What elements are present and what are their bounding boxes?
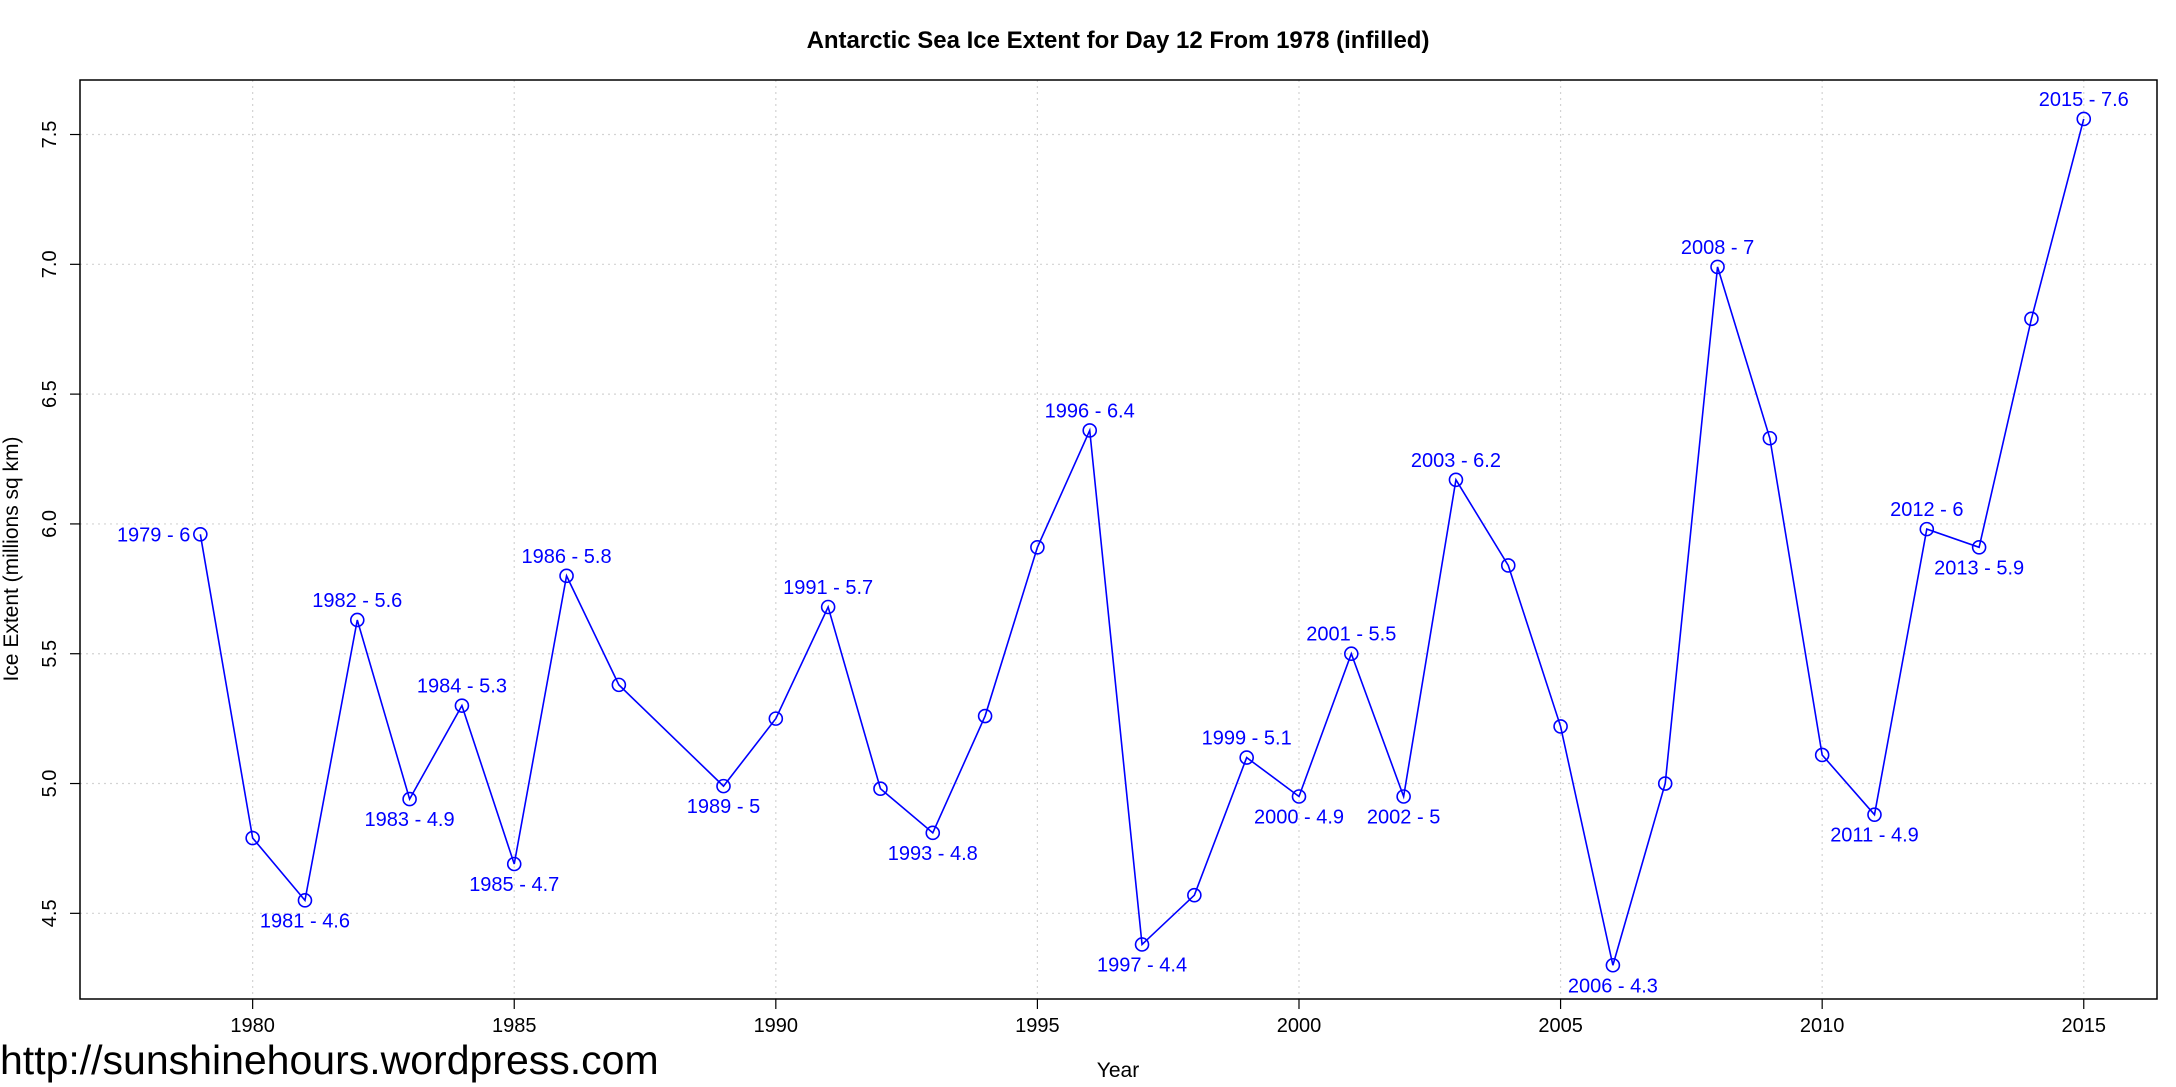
data-point bbox=[1919, 521, 1935, 537]
data-label: 1999 - 5.1 bbox=[1202, 728, 1292, 750]
data-point bbox=[820, 599, 836, 615]
data-point bbox=[559, 568, 574, 584]
data-point bbox=[1867, 807, 1882, 822]
plot-frame bbox=[79, 79, 2158, 1000]
x-tick-label: 1995 bbox=[1015, 1015, 1060, 1037]
data-point bbox=[1605, 957, 1621, 973]
data-label: 2006 - 4.3 bbox=[1568, 975, 1658, 997]
x-tick-label: 1980 bbox=[230, 1015, 275, 1037]
data-point bbox=[1030, 539, 1045, 555]
y-tick-label: 5.0 bbox=[39, 770, 61, 798]
data-point bbox=[1082, 423, 1098, 438]
data-label: 2015 - 7.6 bbox=[2039, 89, 2129, 111]
y-tick-label: 5.5 bbox=[39, 640, 61, 668]
chart-title: Antarctic Sea Ice Extent for Day 12 From… bbox=[807, 27, 1430, 54]
data-point bbox=[873, 781, 888, 797]
y-tick-label: 7.0 bbox=[39, 250, 61, 278]
data-point bbox=[1291, 789, 1307, 804]
data-point bbox=[2024, 311, 2039, 327]
data-label: 2002 - 5 bbox=[1367, 807, 1440, 829]
data-point bbox=[768, 711, 784, 726]
data-point bbox=[1187, 887, 1202, 903]
data-label: 1997 - 4.4 bbox=[1097, 954, 1187, 976]
data-point bbox=[977, 708, 993, 724]
data-label: 1993 - 4.8 bbox=[888, 843, 978, 865]
data-label: 1996 - 6.4 bbox=[1045, 400, 1135, 422]
data-point bbox=[1971, 539, 1987, 555]
data-label: 2003 - 6.2 bbox=[1411, 450, 1501, 472]
x-axis-title: Year bbox=[1097, 1059, 1139, 1082]
data-point bbox=[506, 856, 522, 872]
data-point bbox=[1396, 789, 1411, 804]
x-axis: 1980 1985 1990 1995 2000 2005 2010 2015 bbox=[230, 999, 2106, 1037]
data-point bbox=[349, 612, 365, 628]
point-labels: 1979 - 6 1981 - 4.6 1982 - 5.6 1983 - 4.9 19… bbox=[117, 89, 2129, 997]
watermark-url: http://sunshinehours.wordpress.com bbox=[0, 1037, 659, 1083]
data-point bbox=[402, 791, 417, 807]
y-tick-label: 7.5 bbox=[39, 121, 61, 149]
data-point bbox=[245, 830, 260, 846]
data-point bbox=[1814, 747, 1830, 763]
data-label: 1985 - 4.7 bbox=[469, 874, 559, 896]
data-point bbox=[716, 778, 731, 794]
x-tick-label: 2015 bbox=[2062, 1015, 2107, 1037]
data-label: 1986 - 5.8 bbox=[522, 546, 612, 568]
x-tick-label: 2000 bbox=[1277, 1015, 1322, 1037]
data-label: 2011 - 4.9 bbox=[1830, 825, 1919, 847]
y-tick-label: 4.5 bbox=[39, 899, 61, 927]
series-ice-extent bbox=[193, 111, 2092, 973]
data-point bbox=[1500, 558, 1516, 573]
data-label: 1982 - 5.6 bbox=[312, 590, 402, 612]
data-point bbox=[1553, 719, 1568, 734]
y-axis-title: Ice Extent (millions sq km) bbox=[0, 436, 23, 681]
data-label: 2013 - 5.9 bbox=[1934, 557, 2024, 579]
data-label: 1991 - 5.7 bbox=[783, 577, 873, 599]
x-tick-label: 1990 bbox=[754, 1015, 799, 1037]
series-line bbox=[199, 118, 2085, 966]
data-point bbox=[925, 825, 941, 841]
data-point bbox=[297, 893, 313, 908]
data-point bbox=[611, 677, 627, 693]
y-tick-label: 6.5 bbox=[39, 380, 61, 408]
data-label: 2012 - 6 bbox=[1890, 499, 1963, 521]
y-axis: 4.5 5.0 5.5 6.0 6.5 7.0 7.5 bbox=[39, 121, 80, 927]
data-label: 1984 - 5.3 bbox=[417, 676, 507, 698]
data-label: 2000 - 4.9 bbox=[1254, 807, 1344, 829]
data-label: 2001 - 5.5 bbox=[1306, 624, 1396, 646]
data-point bbox=[454, 698, 470, 713]
data-point bbox=[1239, 750, 1254, 765]
x-tick-label: 2010 bbox=[1800, 1015, 1845, 1037]
data-point bbox=[1134, 937, 1150, 952]
data-point bbox=[1657, 776, 1673, 791]
data-point bbox=[1448, 472, 1464, 488]
data-label: 1989 - 5 bbox=[687, 796, 760, 818]
data-label: 1983 - 4.9 bbox=[365, 809, 455, 831]
y-tick-label: 6.0 bbox=[39, 510, 61, 538]
x-tick-label: 1985 bbox=[492, 1015, 537, 1037]
data-point bbox=[1710, 259, 1725, 275]
data-point bbox=[1762, 430, 1778, 446]
data-point bbox=[193, 527, 208, 542]
data-point bbox=[1344, 646, 1359, 662]
x-tick-label: 2005 bbox=[1538, 1015, 1583, 1037]
data-label: 1981 - 4.6 bbox=[260, 910, 350, 932]
data-label: 2008 - 7 bbox=[1681, 237, 1754, 259]
data-point bbox=[2076, 111, 2092, 127]
grid-lines bbox=[80, 80, 2157, 999]
data-label: 1979 - 6 bbox=[117, 524, 190, 546]
